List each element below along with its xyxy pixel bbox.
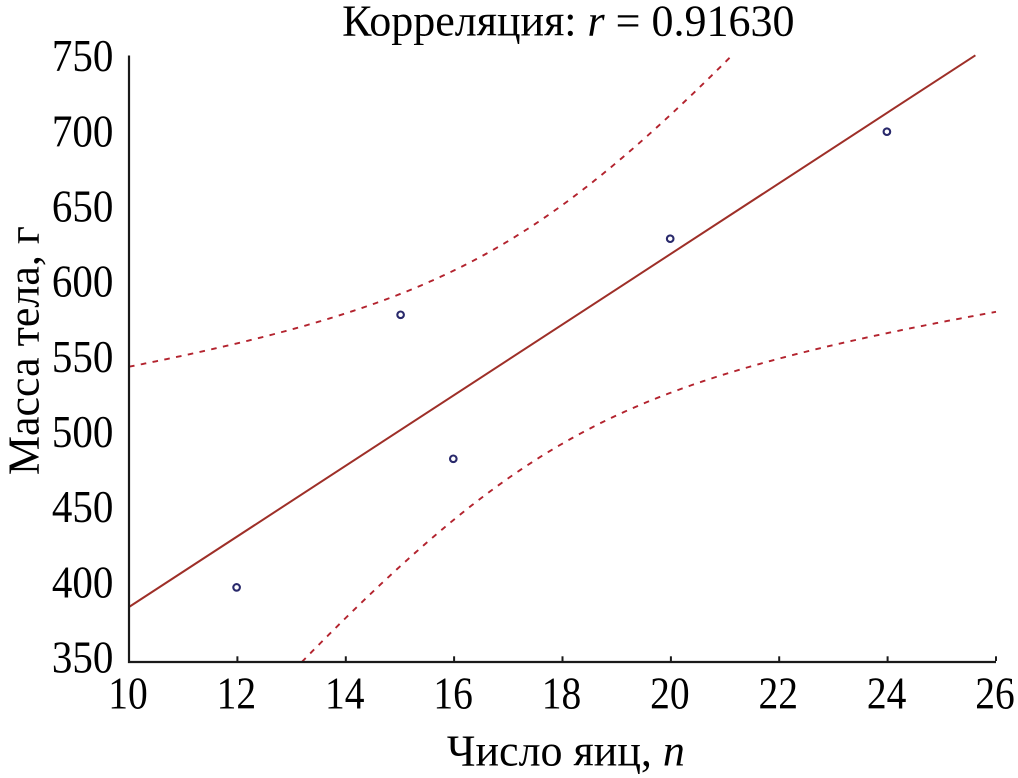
svg-text:16: 16	[433, 668, 473, 718]
svg-text:350: 350	[52, 632, 114, 682]
svg-text:Число яиц, n: Число яиц, n	[447, 726, 685, 775]
svg-text:24: 24	[867, 668, 907, 718]
svg-text:600: 600	[52, 257, 114, 307]
svg-text:12: 12	[217, 668, 257, 718]
svg-text:10: 10	[108, 668, 148, 718]
svg-text:400: 400	[52, 557, 114, 607]
svg-text:750: 750	[52, 31, 114, 81]
svg-text:Корреляция: r = 0.91630: Корреляция: r = 0.91630	[342, 0, 794, 46]
svg-text:26: 26	[975, 668, 1015, 718]
svg-text:22: 22	[758, 668, 798, 718]
svg-text:18: 18	[542, 668, 582, 718]
svg-text:14: 14	[325, 668, 365, 718]
svg-text:450: 450	[52, 482, 114, 532]
svg-text:20: 20	[650, 668, 690, 718]
svg-text:Масса тела, г: Масса тела, г	[0, 226, 49, 475]
svg-text:550: 550	[52, 332, 114, 382]
svg-text:500: 500	[52, 407, 114, 457]
svg-text:650: 650	[52, 181, 114, 231]
svg-text:700: 700	[52, 106, 114, 156]
